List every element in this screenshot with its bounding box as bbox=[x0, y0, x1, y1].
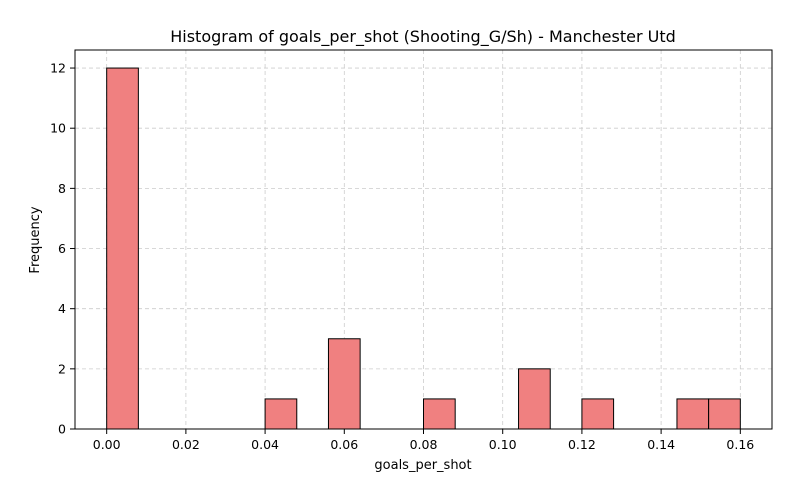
y-axis-label: Frequency bbox=[28, 206, 43, 273]
y-tick-label: 6 bbox=[58, 241, 66, 256]
histogram-bar bbox=[423, 398, 456, 430]
chart-title: Histogram of goals_per_shot (Shooting_G/… bbox=[170, 27, 676, 47]
x-tick-label: 0.06 bbox=[330, 437, 358, 452]
y-tick-label: 4 bbox=[58, 301, 66, 316]
y-tick-label: 0 bbox=[58, 422, 66, 437]
x-tick-label: 0.14 bbox=[647, 437, 675, 452]
x-tick-label: 0.16 bbox=[726, 437, 754, 452]
histogram-bar bbox=[106, 67, 139, 430]
y-tick-label: 12 bbox=[50, 61, 66, 76]
y-tick-label: 8 bbox=[58, 181, 66, 196]
bars bbox=[106, 67, 741, 430]
x-tick-label: 0.04 bbox=[251, 437, 279, 452]
histogram-bar bbox=[676, 398, 710, 430]
histogram-bar bbox=[518, 368, 551, 430]
x-tick-label: 0.00 bbox=[93, 437, 121, 452]
y-tick-label: 10 bbox=[50, 121, 66, 136]
histogram-bar bbox=[327, 338, 361, 430]
histogram-bar bbox=[264, 398, 298, 430]
x-tick-label: 0.12 bbox=[568, 437, 596, 452]
x-tick-label: 0.02 bbox=[172, 437, 200, 452]
y-tick-label: 2 bbox=[58, 361, 66, 376]
grid-lines bbox=[75, 50, 772, 430]
plot-frame bbox=[74, 49, 773, 430]
x-axis-label: goals_per_shot bbox=[374, 458, 471, 473]
axes bbox=[70, 49, 773, 434]
tick-labels: 0.00 0.02 0.04 0.06 0.08 0.10 0.12 0.14 0.16 0 2 4 6… bbox=[50, 61, 754, 452]
histogram-bar bbox=[708, 398, 741, 430]
x-tick-label: 0.10 bbox=[489, 437, 517, 452]
x-tick-label: 0.08 bbox=[410, 437, 438, 452]
histogram-bar bbox=[581, 398, 615, 430]
